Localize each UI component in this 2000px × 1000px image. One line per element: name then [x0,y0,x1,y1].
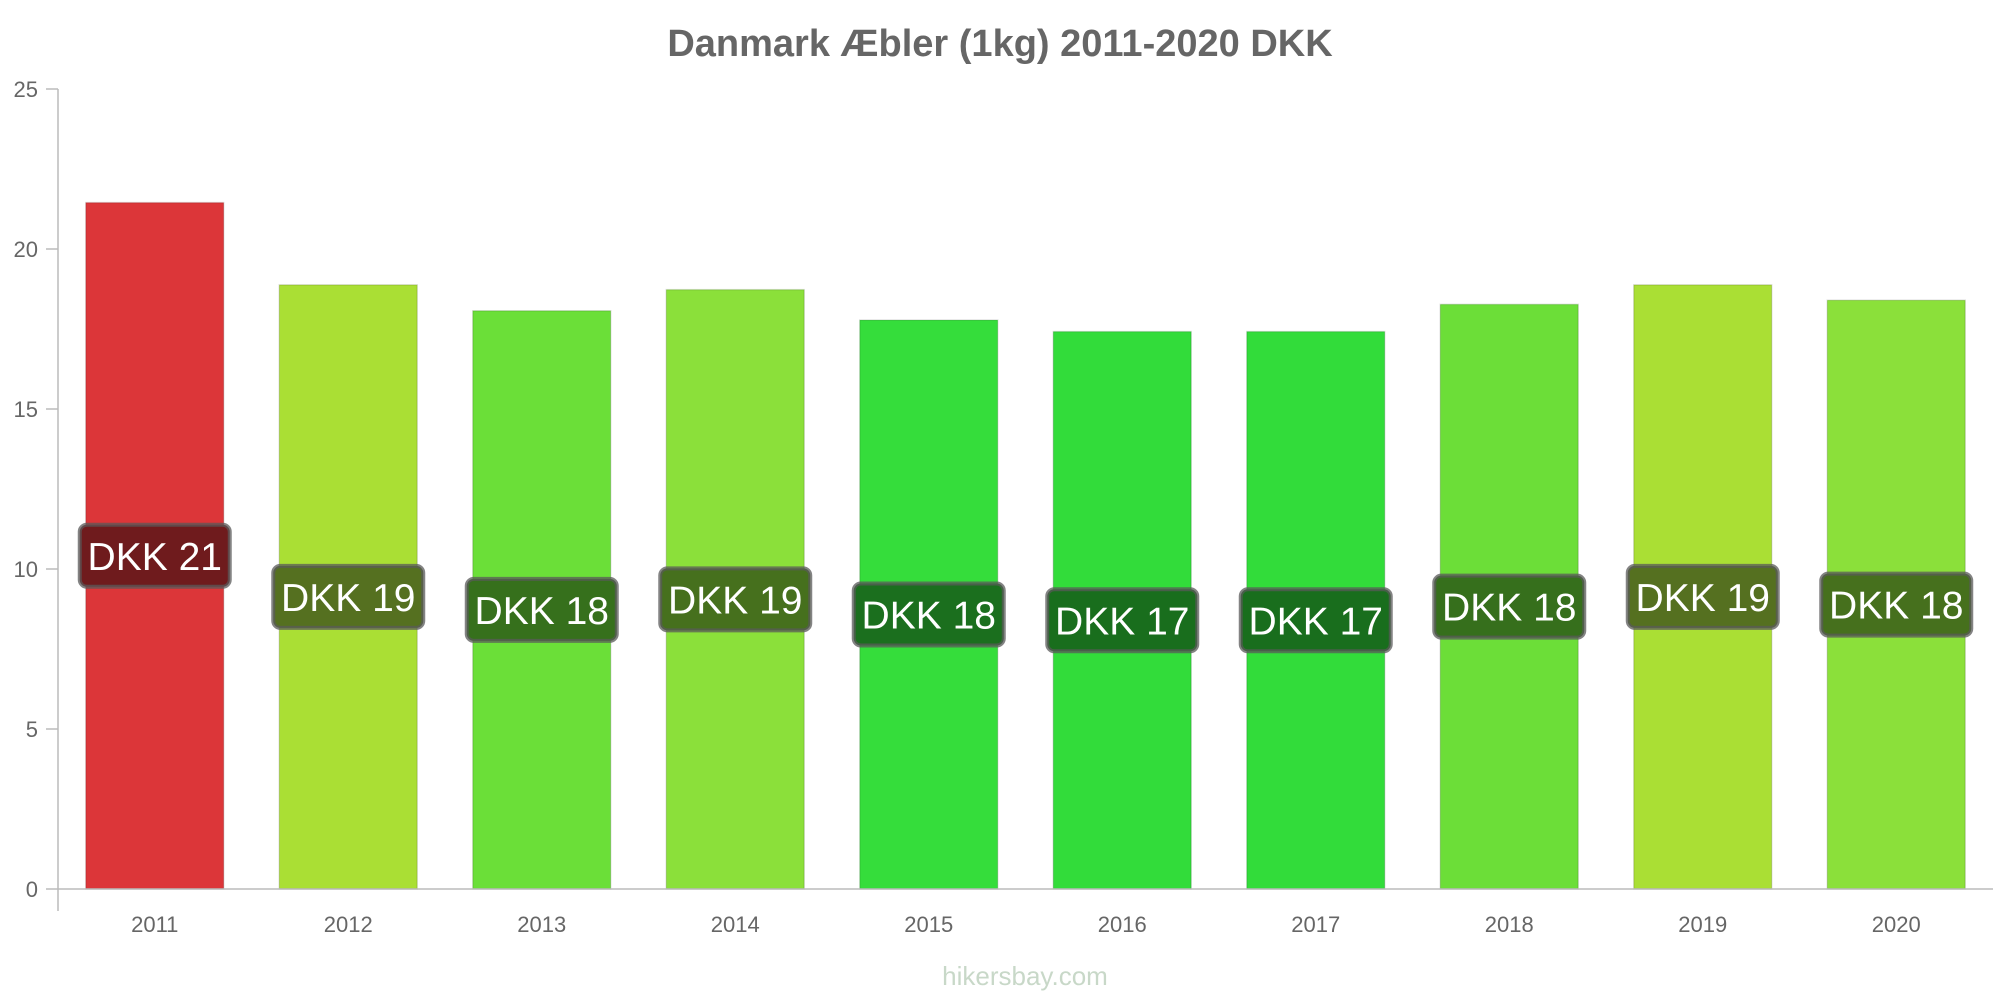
y-tick-label: 0 [26,877,38,902]
data-label: DKK 19 [668,579,802,622]
x-tick-label: 2012 [324,912,373,937]
source-watermark: hikersbay.com [942,961,1108,991]
data-label-box [464,576,619,643]
data-label-box [1625,563,1780,630]
y-tick-label: 15 [14,397,38,422]
data-label-box [1819,571,1974,638]
x-tick-label: 2019 [1678,912,1727,937]
data-label: DKK 18 [1442,587,1576,630]
data-label-group: DKK 19 [271,563,426,630]
data-label: DKK 19 [1636,577,1770,620]
x-axis: 2011 2012 2013 2014 2015 2016 2017 2018 2019 2020 [58,888,1993,937]
bars [85,201,1966,890]
data-label-box [1432,573,1587,640]
x-tick-label: 2020 [1872,912,1921,937]
x-tick-label: 2014 [711,912,760,937]
y-tick-label: 5 [26,717,38,742]
y-axis: 0 5 10 15 20 25 [14,77,59,911]
x-tick-label: 2013 [517,912,566,937]
data-label: DKK 17 [1249,600,1383,643]
data-label-group: DKK 17 [1045,587,1200,654]
data-label-group: DKK 21 [77,522,232,589]
data-label: DKK 17 [1055,600,1189,643]
y-tick-label: 10 [14,557,38,582]
x-tick-label: 2011 [131,912,178,937]
data-label-group: DKK 19 [658,566,813,633]
data-label-group: DKK 19 [1625,563,1780,630]
data-label: DKK 19 [281,577,415,620]
data-label-group: DKK 18 [1432,573,1587,640]
data-label-box [1238,587,1393,654]
data-label-box [77,522,232,589]
data-label-box [271,563,426,630]
x-tick-label: 2015 [904,912,953,937]
data-label: DKK 18 [862,595,996,638]
y-tick-label: 20 [14,237,38,262]
data-label-group: DKK 18 [1819,571,1974,638]
data-labels: DKK 21 DKK 19 DKK 18 DKK 19 DKK 18 DKK 17 DKK … [77,522,1974,654]
data-label: DKK 18 [475,590,609,633]
x-tick-label: 2016 [1098,912,1147,937]
data-label: DKK 18 [1829,585,1963,628]
x-tick-label: 2018 [1485,912,1534,937]
data-label-box [658,566,813,633]
data-label-group: DKK 18 [851,581,1006,648]
data-label-group: DKK 17 [1238,587,1393,654]
chart-title: Danmark Æbler (1kg) 2011-2020 DKK [667,23,1333,65]
data-label-group: DKK 18 [464,576,619,643]
x-tick-label: 2017 [1291,912,1340,937]
data-label: DKK 21 [88,536,222,579]
data-label-box [1045,587,1200,654]
data-label-box [851,581,1006,648]
y-tick-label: 25 [14,77,38,102]
